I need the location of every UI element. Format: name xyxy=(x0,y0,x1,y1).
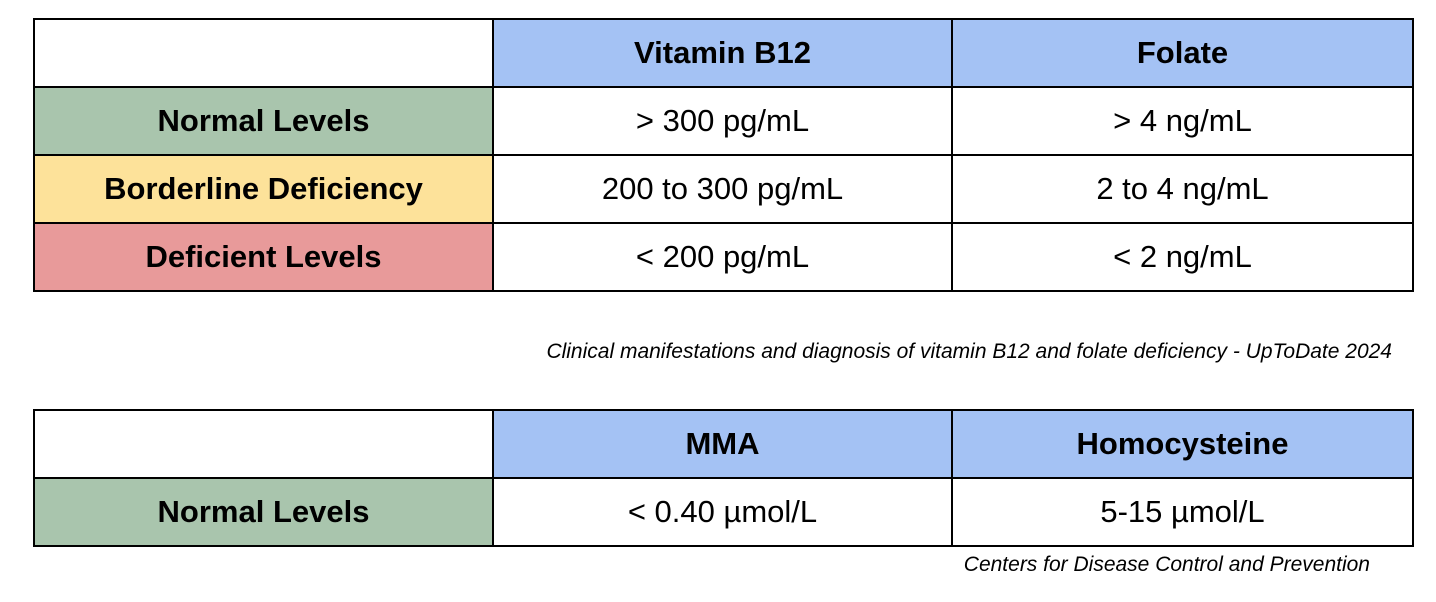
mma-normal-value: < 0.40 µmol/L xyxy=(492,477,953,547)
header-vitamin-b12: Vitamin B12 xyxy=(492,18,953,88)
table-header-row: Vitamin B12 Folate xyxy=(33,18,1414,88)
table-row: Deficient Levels < 200 pg/mL < 2 ng/mL xyxy=(33,222,1414,292)
folate-borderline-value: 2 to 4 ng/mL xyxy=(951,154,1414,224)
row-label-borderline: Borderline Deficiency xyxy=(33,154,494,224)
source-citation-cdc: Centers for Disease Control and Preventi… xyxy=(963,553,1370,576)
b12-folate-table: Vitamin B12 Folate Normal Levels > 300 p… xyxy=(33,18,1414,292)
header-empty-cell xyxy=(33,18,494,88)
table-header-row: MMA Homocysteine xyxy=(33,409,1414,479)
mma-homocysteine-table: MMA Homocysteine Normal Levels < 0.40 µm… xyxy=(33,409,1414,547)
b12-borderline-value: 200 to 300 pg/mL xyxy=(492,154,953,224)
table-row: Normal Levels < 0.40 µmol/L 5-15 µmol/L xyxy=(33,477,1414,547)
header-homocysteine: Homocysteine xyxy=(951,409,1414,479)
header-mma: MMA xyxy=(492,409,953,479)
header-folate: Folate xyxy=(951,18,1414,88)
row-label-normal: Normal Levels xyxy=(33,477,494,547)
source-citation-uptodate: Clinical manifestations and diagnosis of… xyxy=(546,340,1392,363)
header-empty-cell xyxy=(33,409,494,479)
table-row: Borderline Deficiency 200 to 300 pg/mL 2… xyxy=(33,154,1414,224)
folate-normal-value: > 4 ng/mL xyxy=(951,86,1414,156)
row-label-normal: Normal Levels xyxy=(33,86,494,156)
b12-deficient-value: < 200 pg/mL xyxy=(492,222,953,292)
b12-normal-value: > 300 pg/mL xyxy=(492,86,953,156)
row-label-deficient: Deficient Levels xyxy=(33,222,494,292)
folate-deficient-value: < 2 ng/mL xyxy=(951,222,1414,292)
table-row: Normal Levels > 300 pg/mL > 4 ng/mL xyxy=(33,86,1414,156)
homocysteine-normal-value: 5-15 µmol/L xyxy=(951,477,1414,547)
